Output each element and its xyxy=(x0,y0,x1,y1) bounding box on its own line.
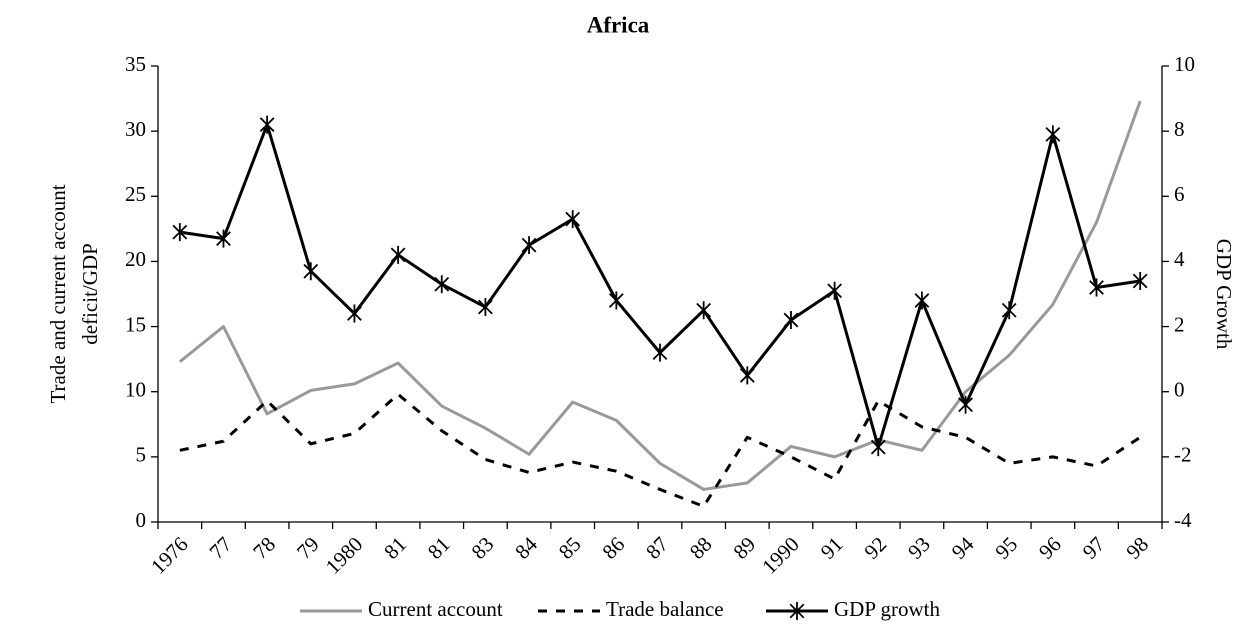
series-marker xyxy=(434,275,450,294)
chart-title: Africa xyxy=(587,12,650,37)
y-tick-label: 30 xyxy=(125,117,146,141)
y-axis-title: Trade and current account xyxy=(46,184,70,403)
y2-tick-label: 0 xyxy=(1174,378,1185,402)
x-tick-label: 81 xyxy=(379,532,411,564)
series-marker xyxy=(652,343,668,362)
legend-marker xyxy=(789,602,805,620)
series-marker xyxy=(478,298,493,317)
series-marker xyxy=(521,236,537,255)
x-tick-label: 98 xyxy=(1121,532,1153,564)
x-tick-label: 88 xyxy=(685,532,717,564)
x-tick-label: 92 xyxy=(859,532,891,564)
x-tick-label: 78 xyxy=(248,532,280,564)
x-tick-label: 1980 xyxy=(321,532,368,579)
legend-label: Trade balance xyxy=(606,597,724,621)
series-marker xyxy=(1045,125,1061,144)
x-tick-label: 86 xyxy=(597,532,629,564)
series-line xyxy=(179,123,1141,449)
y-tick-label: 35 xyxy=(125,52,146,76)
series-marker xyxy=(172,223,188,242)
x-tick-label: 97 xyxy=(1078,532,1110,564)
y2-axis-title: GDP Growth xyxy=(1212,239,1236,350)
x-tick-label: 94 xyxy=(947,532,979,564)
series-marker xyxy=(827,281,842,300)
series-marker xyxy=(1089,278,1104,297)
series-marker xyxy=(565,210,581,229)
series-marker xyxy=(958,395,973,414)
y2-tick-label: -2 xyxy=(1174,443,1192,467)
x-tick-label: 93 xyxy=(903,532,935,564)
series-marker xyxy=(1132,271,1148,290)
series-marker xyxy=(696,301,712,320)
series-marker xyxy=(914,291,930,310)
y2-tick-label: 2 xyxy=(1174,312,1185,336)
legend-label: Current account xyxy=(368,597,503,621)
x-tick-label: 84 xyxy=(510,532,542,564)
x-tick-label: 83 xyxy=(467,532,499,564)
x-tick-label: 91 xyxy=(816,532,848,564)
x-tick-label: 85 xyxy=(554,532,586,564)
x-tick-label: 1990 xyxy=(757,532,804,579)
x-tick-label: 81 xyxy=(423,532,455,564)
x-tick-label: 77 xyxy=(205,532,237,564)
series-marker xyxy=(739,366,755,385)
y-tick-label: 10 xyxy=(125,378,146,402)
y-tick-label: 20 xyxy=(125,247,146,271)
series-marker xyxy=(347,304,362,323)
series-line xyxy=(179,392,1141,508)
y2-tick-label: 4 xyxy=(1174,247,1185,271)
y2-tick-label: 10 xyxy=(1174,52,1195,76)
y-tick-label: 25 xyxy=(125,182,146,206)
series-marker xyxy=(608,291,624,310)
y-tick-label: 0 xyxy=(136,508,147,532)
x-tick-label: 87 xyxy=(641,532,673,564)
x-tick-label: 79 xyxy=(292,532,324,564)
series-marker xyxy=(216,229,231,248)
series-marker xyxy=(390,245,406,264)
y-axis-title: deficit/GDP xyxy=(78,243,102,344)
x-tick-label: 1976 xyxy=(146,532,193,579)
series-marker xyxy=(259,115,275,134)
y2-tick-label: -4 xyxy=(1174,508,1192,532)
legend-label: GDP growth xyxy=(834,597,940,621)
series-marker xyxy=(870,438,886,457)
series-marker xyxy=(783,311,799,330)
series-line xyxy=(178,100,1142,491)
y-tick-label: 5 xyxy=(136,443,147,467)
y2-tick-label: 8 xyxy=(1174,117,1185,141)
y-tick-label: 15 xyxy=(125,312,146,336)
series-marker xyxy=(1001,301,1017,320)
x-tick-label: 96 xyxy=(1034,532,1066,564)
y2-tick-label: 6 xyxy=(1174,182,1185,206)
x-tick-label: 95 xyxy=(990,532,1022,564)
series-marker xyxy=(303,262,319,281)
x-tick-label: 89 xyxy=(728,532,760,564)
